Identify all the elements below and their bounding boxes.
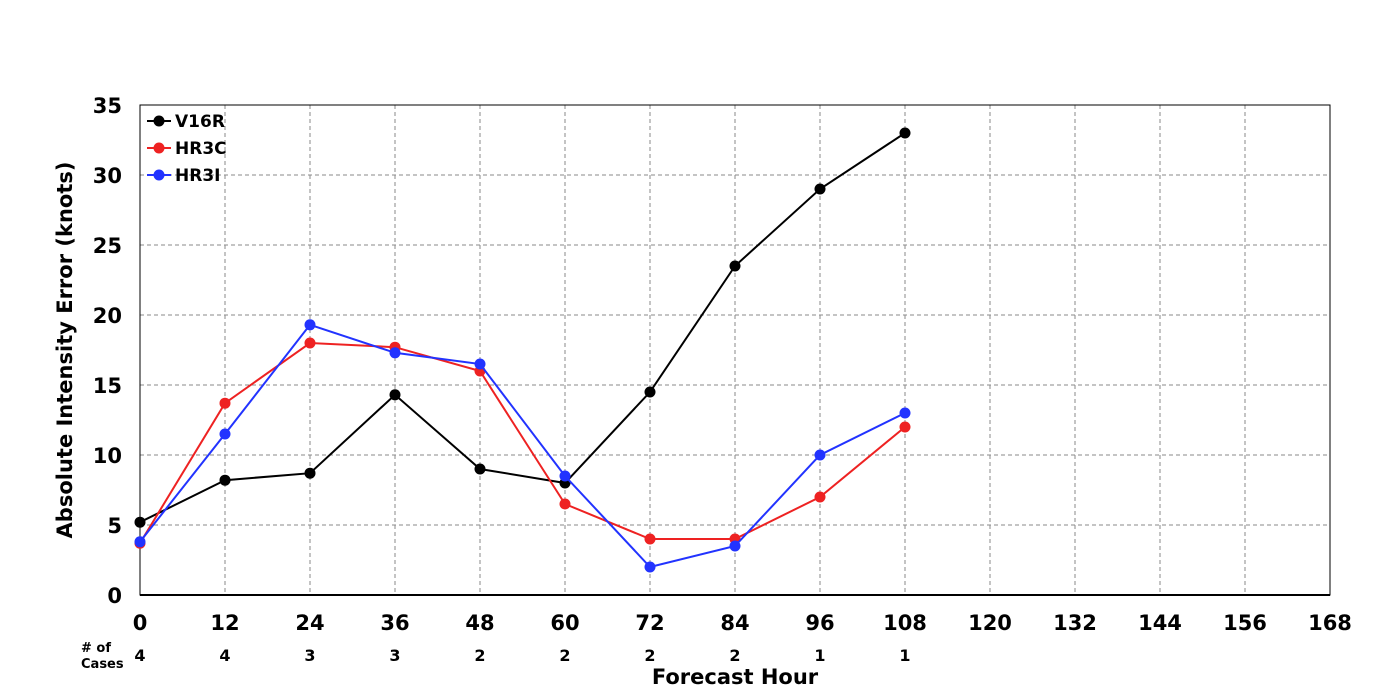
data-point [644, 561, 656, 573]
case-count: 1 [899, 646, 910, 665]
x-tick-label: 84 [720, 611, 749, 635]
data-point [814, 449, 826, 461]
data-point [559, 498, 571, 510]
cases-label-line-1: # of [81, 641, 111, 656]
legend-label: V16R [175, 112, 225, 132]
case-count: 2 [559, 646, 570, 665]
y-tick-label: 20 [93, 304, 122, 328]
x-tick-label: 144 [1138, 611, 1182, 635]
y-tick-label: 10 [93, 444, 122, 468]
legend-item-hr3i: HR3I [147, 166, 220, 186]
case-count: 4 [134, 646, 145, 665]
legend-item-v16r: V16R [147, 112, 225, 132]
data-point [559, 470, 571, 482]
data-point [304, 467, 316, 479]
y-tick-label: 5 [107, 514, 122, 538]
data-point [729, 260, 741, 272]
case-count: 3 [304, 646, 315, 665]
data-point [389, 389, 401, 401]
x-tick-label: 156 [1223, 611, 1267, 635]
x-tick-labels: 0 12 24 36 48 60 72 84 96 108 120 132 144 156 168 [133, 611, 1352, 635]
x-tick-label: 60 [550, 611, 579, 635]
x-tick-label: 36 [380, 611, 409, 635]
legend-label: HR3C [175, 139, 227, 159]
y-tick-label: 35 [93, 94, 122, 118]
series-line [139, 341, 906, 544]
data-point [474, 463, 486, 475]
cases-label: # of Cases [81, 641, 124, 672]
data-point [644, 533, 656, 545]
series-v16r [134, 127, 911, 528]
legend-marker [153, 142, 165, 154]
case-count: 2 [729, 646, 740, 665]
case-count: 3 [389, 646, 400, 665]
x-tick-label: 24 [295, 611, 324, 635]
x-tick-label: 132 [1053, 611, 1097, 635]
x-tick-label: 96 [805, 611, 834, 635]
data-point [219, 474, 231, 486]
y-tick-label: 15 [93, 374, 122, 398]
data-point [899, 127, 911, 139]
series-hr3c [134, 337, 911, 549]
series-layer [134, 127, 911, 573]
series-line [139, 323, 906, 569]
case-count: 1 [814, 646, 825, 665]
x-tick-label: 0 [133, 611, 148, 635]
data-point [814, 491, 826, 503]
series-line [139, 132, 906, 524]
x-tick-label: 168 [1308, 611, 1352, 635]
legend-label: HR3I [175, 166, 220, 186]
data-point [304, 319, 316, 331]
data-point [899, 421, 911, 433]
y-tick-labels: 0 5 10 15 20 25 30 35 [93, 94, 122, 608]
x-tick-label: 108 [883, 611, 927, 635]
series-hr3i [134, 319, 911, 573]
legend-item-hr3c: HR3C [147, 139, 227, 159]
data-point [729, 540, 741, 552]
x-tick-label: 12 [210, 611, 239, 635]
case-count: 2 [474, 646, 485, 665]
x-axis-label: Forecast Hour [652, 665, 819, 689]
y-tick-label: 0 [107, 584, 122, 608]
data-point [134, 516, 146, 528]
cases-label-line-2: Cases [81, 657, 124, 672]
x-tick-label: 120 [968, 611, 1012, 635]
grid-lines [140, 105, 1330, 595]
data-point [644, 386, 656, 398]
y-axis-label: Absolute Intensity Error (knots) [53, 162, 77, 539]
x-tick-label: 48 [465, 611, 494, 635]
case-count: 2 [644, 646, 655, 665]
data-point [219, 397, 231, 409]
legend: V16R HR3C HR3I [147, 112, 227, 186]
data-point [814, 183, 826, 195]
data-point [304, 337, 316, 349]
data-point [134, 536, 146, 548]
legend-marker [153, 115, 165, 127]
legend-marker [153, 169, 165, 181]
x-tick-label: 72 [635, 611, 664, 635]
data-point [899, 407, 911, 419]
y-tick-label: 25 [93, 234, 122, 258]
cases-row: # of Cases 4 4 3 3 2 2 2 2 1 1 [81, 641, 911, 672]
data-point [219, 428, 231, 440]
data-point [389, 347, 401, 359]
case-count: 4 [219, 646, 230, 665]
data-point [474, 358, 486, 370]
y-tick-label: 30 [93, 164, 122, 188]
